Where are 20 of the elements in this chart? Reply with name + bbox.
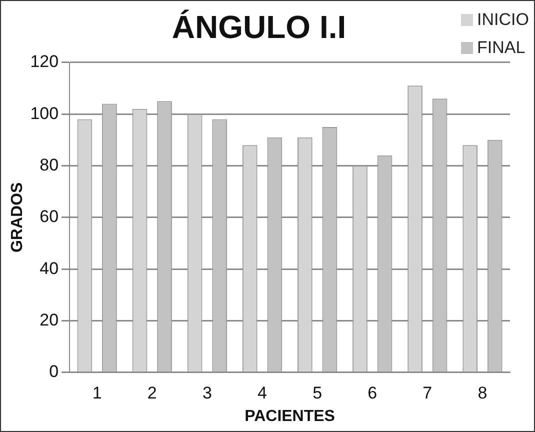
x-tick-label: 7	[422, 383, 432, 402]
x-tick-label: 8	[478, 383, 488, 402]
y-tick-label: 20	[40, 310, 59, 330]
x-tick-label: 2	[147, 383, 157, 402]
legend-label: FINAL	[477, 37, 526, 59]
x-tick-label: 6	[368, 383, 378, 402]
y-tick-label: 120	[30, 52, 59, 72]
y-tick-label: 0	[49, 362, 59, 382]
x-tick-label: 5	[312, 383, 322, 402]
x-tick-label: 4	[258, 383, 267, 402]
x-axis-title: PACIENTES	[244, 408, 336, 425]
y-tick-label: 80	[40, 155, 59, 174]
y-tick-label: 40	[40, 258, 59, 278]
chart-title: ÁNGULO I.I	[172, 9, 346, 46]
y-axis-title: GRADOS	[9, 182, 26, 253]
y-tick-label: 100	[30, 104, 59, 123]
x-tick-label: 1	[92, 383, 102, 402]
y-tick-label: 60	[40, 207, 59, 226]
legend-label: INICIO	[477, 9, 529, 31]
x-tick-label: 3	[202, 383, 212, 402]
